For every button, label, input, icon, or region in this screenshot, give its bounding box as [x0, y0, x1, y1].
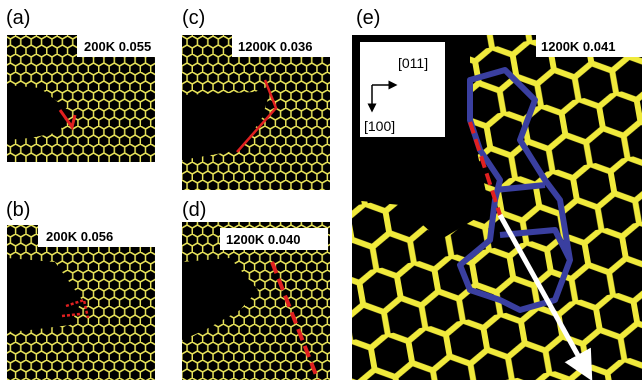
caption: 1200K 0.041: [541, 39, 615, 54]
caption: 1200K 0.036: [238, 39, 312, 54]
panel-label: (e): [356, 7, 380, 29]
axis-label: [100]: [364, 118, 395, 134]
caption: 200K 0.055: [84, 39, 151, 54]
caption: 1200K 0.040: [226, 232, 300, 247]
panel-label: (a): [6, 7, 30, 29]
panel-a: 200K 0.055 (a): [6, 7, 155, 162]
panel-label: (d): [182, 199, 206, 221]
axis-label: [011]: [398, 55, 428, 71]
panel-b: 200K 0.056 (b): [6, 199, 155, 380]
caption: 200K 0.056: [46, 229, 113, 244]
panel-c: 1200K 0.036 (c): [182, 7, 330, 190]
figure: 200K 0.055 (a) 200K 0.056 (b) 1200K 0.03…: [0, 0, 642, 380]
panel-e: [011] [100] 1200K 0.041 (e): [352, 7, 642, 380]
panel-d: 1200K 0.040 (d): [182, 199, 330, 380]
panel-label: (c): [182, 7, 205, 29]
panel-label: (b): [6, 199, 30, 221]
